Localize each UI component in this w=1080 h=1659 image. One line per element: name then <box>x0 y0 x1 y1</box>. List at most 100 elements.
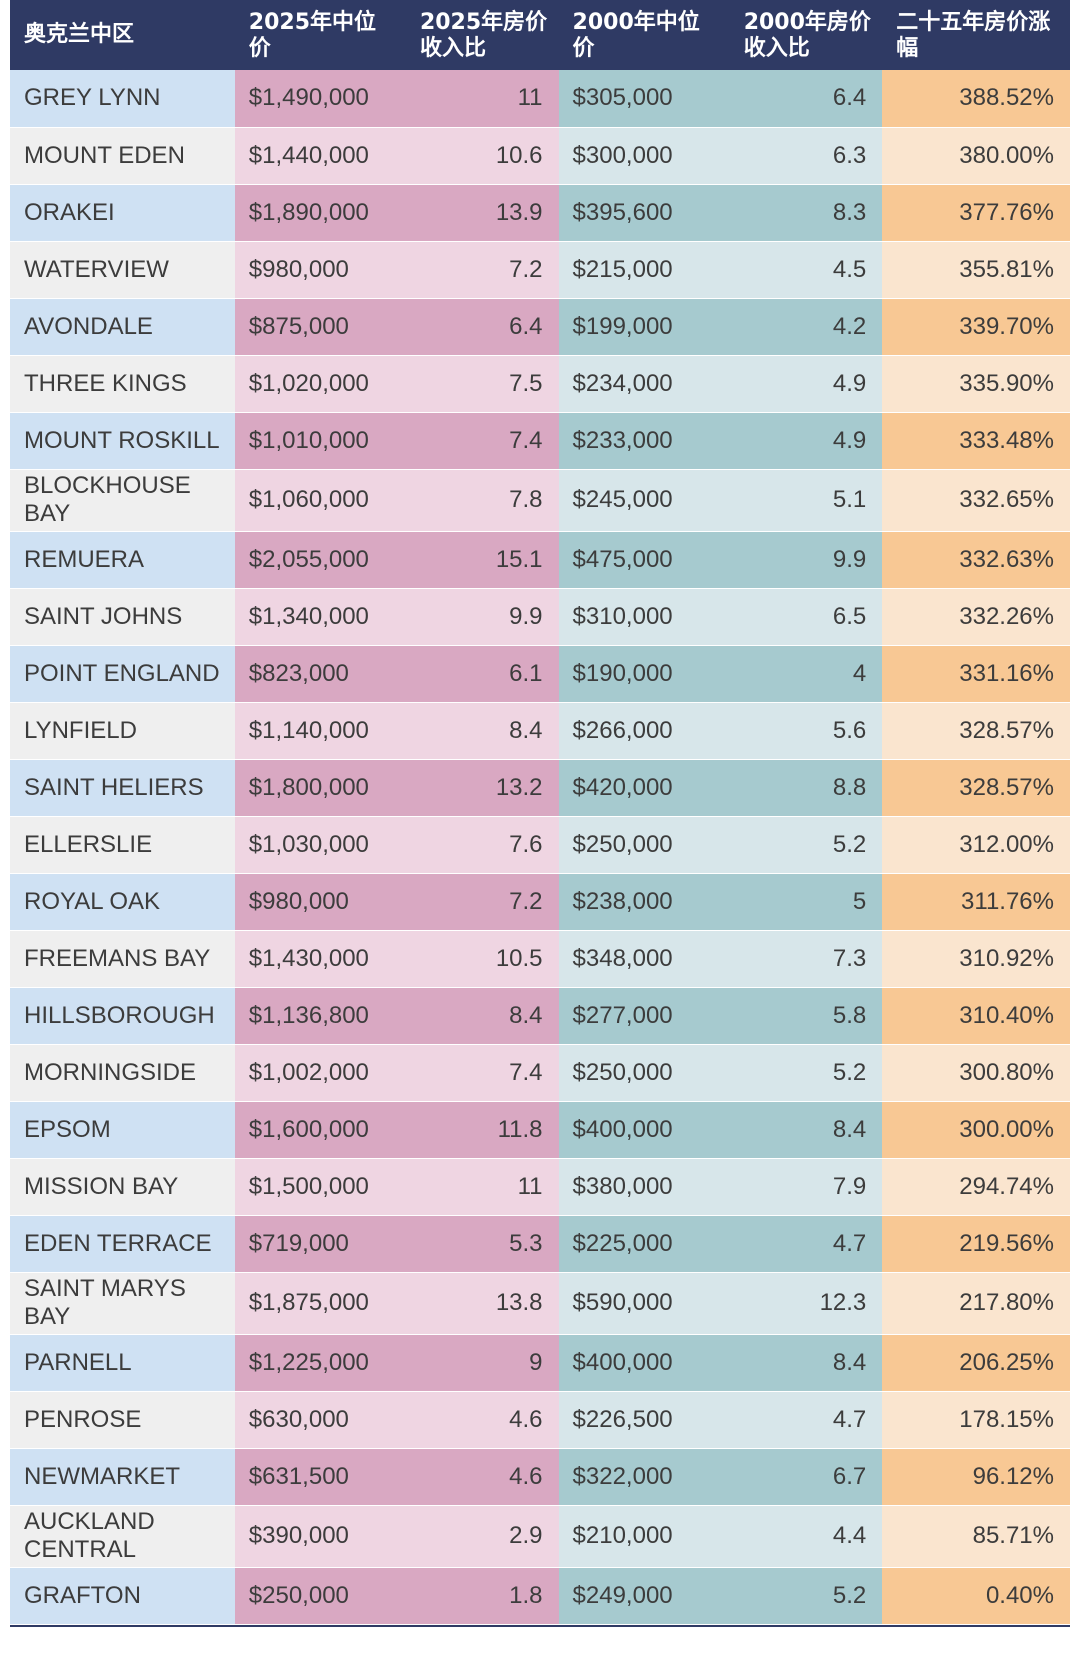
cell-median-2025: $1,800,000 <box>234 759 406 817</box>
cell-median-2000: $322,000 <box>558 1448 730 1506</box>
cell-ratio-2000: 8.3 <box>729 184 883 242</box>
cell-growth-25y: 206.25% <box>882 1334 1070 1392</box>
cell-ratio-2025: 9.9 <box>405 588 559 646</box>
cell-ratio-2025: 5.3 <box>405 1215 559 1273</box>
cell-ratio-2025: 10.6 <box>405 127 559 185</box>
cell-ratio-2025: 11 <box>405 1158 559 1216</box>
table-row: MISSION BAY $1,500,000 11 $380,000 7.9 294.74… <box>10 1158 1070 1216</box>
cell-ratio-2000: 5.8 <box>729 987 883 1045</box>
table-row: SAINT MARYS BAY $1,875,000 13.8 $590,000 12.… <box>10 1272 1070 1335</box>
cell-median-2025: $1,430,000 <box>234 930 406 988</box>
cell-ratio-2025: 4.6 <box>405 1448 559 1506</box>
cell-growth-25y: 377.76% <box>882 184 1070 242</box>
cell-area: GRAFTON <box>10 1567 235 1625</box>
table-body: GREY LYNN $1,490,000 11 $305,000 6.4 388.52% M… <box>10 70 1070 1625</box>
cell-growth-25y: 312.00% <box>882 816 1070 874</box>
cell-area: PENROSE <box>10 1391 235 1449</box>
table-row: POINT ENGLAND $823,000 6.1 $190,000 4 331.16% <box>10 645 1070 703</box>
cell-median-2000: $226,500 <box>558 1391 730 1449</box>
table-row: MOUNT EDEN $1,440,000 10.6 $300,000 6.3 380.0… <box>10 127 1070 185</box>
cell-growth-25y: 355.81% <box>882 241 1070 299</box>
cell-growth-25y: 300.80% <box>882 1044 1070 1102</box>
cell-growth-25y: 85.71% <box>882 1505 1070 1568</box>
cell-growth-25y: 388.52% <box>882 70 1070 128</box>
cell-median-2025: $630,000 <box>234 1391 406 1449</box>
table-row: GRAFTON $250,000 1.8 $249,000 5.2 0.40% <box>10 1567 1070 1625</box>
cell-ratio-2025: 7.4 <box>405 1044 559 1102</box>
table-row: EPSOM $1,600,000 11.8 $400,000 8.4 300.00% <box>10 1101 1070 1159</box>
cell-median-2025: $1,225,000 <box>234 1334 406 1392</box>
table-header: 奥克兰中区 2025年中位价 2025年房价收入比 2000年中位价 2000年… <box>10 0 1070 70</box>
cell-median-2025: $1,140,000 <box>234 702 406 760</box>
table-row: AUCKLAND CENTRAL $390,000 2.9 $210,000 4.4 85… <box>10 1505 1070 1568</box>
cell-median-2025: $1,010,000 <box>234 412 406 470</box>
table-row: SAINT HELIERS $1,800,000 13.2 $420,000 8.8 32… <box>10 759 1070 817</box>
cell-median-2025: $1,136,800 <box>234 987 406 1045</box>
cell-median-2025: $875,000 <box>234 298 406 356</box>
table-row: SAINT JOHNS $1,340,000 9.9 $310,000 6.5 332.2… <box>10 588 1070 646</box>
cell-growth-25y: 332.26% <box>882 588 1070 646</box>
cell-median-2025: $823,000 <box>234 645 406 703</box>
cell-ratio-2025: 7.8 <box>405 469 559 532</box>
table-row: BLOCKHOUSE BAY $1,060,000 7.8 $245,000 5.1 33… <box>10 469 1070 532</box>
header-row: 奥克兰中区 2025年中位价 2025年房价收入比 2000年中位价 2000年… <box>10 0 1070 70</box>
price-table: 奥克兰中区 2025年中位价 2025年房价收入比 2000年中位价 2000年… <box>10 0 1070 1625</box>
table-row: MORNINGSIDE $1,002,000 7.4 $250,000 5.2 300.8… <box>10 1044 1070 1102</box>
cell-area: MISSION BAY <box>10 1158 235 1216</box>
cell-median-2000: $395,600 <box>558 184 730 242</box>
cell-ratio-2000: 5.6 <box>729 702 883 760</box>
cell-growth-25y: 219.56% <box>882 1215 1070 1273</box>
cell-median-2025: $1,600,000 <box>234 1101 406 1159</box>
header-growth-25y: 二十五年房价涨幅 <box>882 0 1070 70</box>
cell-median-2025: $719,000 <box>234 1215 406 1273</box>
cell-ratio-2025: 13.9 <box>405 184 559 242</box>
cell-ratio-2025: 7.2 <box>405 873 559 931</box>
cell-median-2000: $590,000 <box>558 1272 730 1335</box>
cell-median-2000: $310,000 <box>558 588 730 646</box>
cell-ratio-2000: 9.9 <box>729 531 883 589</box>
cell-growth-25y: 311.76% <box>882 873 1070 931</box>
cell-area: EPSOM <box>10 1101 235 1159</box>
cell-area: SAINT MARYS BAY <box>10 1272 235 1335</box>
cell-area: AUCKLAND CENTRAL <box>10 1505 235 1568</box>
cell-median-2000: $233,000 <box>558 412 730 470</box>
cell-ratio-2000: 6.3 <box>729 127 883 185</box>
cell-area: PARNELL <box>10 1334 235 1392</box>
cell-median-2000: $380,000 <box>558 1158 730 1216</box>
cell-growth-25y: 217.80% <box>882 1272 1070 1335</box>
cell-median-2000: $475,000 <box>558 531 730 589</box>
cell-median-2025: $631,500 <box>234 1448 406 1506</box>
cell-median-2025: $1,500,000 <box>234 1158 406 1216</box>
cell-ratio-2025: 7.2 <box>405 241 559 299</box>
cell-growth-25y: 335.90% <box>882 355 1070 413</box>
cell-area: MORNINGSIDE <box>10 1044 235 1102</box>
cell-median-2000: $348,000 <box>558 930 730 988</box>
cell-median-2000: $225,000 <box>558 1215 730 1273</box>
cell-ratio-2000: 7.3 <box>729 930 883 988</box>
cell-area: ELLERSLIE <box>10 816 235 874</box>
cell-median-2000: $234,000 <box>558 355 730 413</box>
cell-area: EDEN TERRACE <box>10 1215 235 1273</box>
table-row: LYNFIELD $1,140,000 8.4 $266,000 5.6 328.57% <box>10 702 1070 760</box>
cell-growth-25y: 333.48% <box>882 412 1070 470</box>
table-row: THREE KINGS $1,020,000 7.5 $234,000 4.9 335.9… <box>10 355 1070 413</box>
table-row: WATERVIEW $980,000 7.2 $215,000 4.5 355.81% <box>10 241 1070 299</box>
cell-growth-25y: 96.12% <box>882 1448 1070 1506</box>
table-row: MOUNT ROSKILL $1,010,000 7.4 $233,000 4.9 333… <box>10 412 1070 470</box>
cell-growth-25y: 328.57% <box>882 702 1070 760</box>
cell-ratio-2000: 6.4 <box>729 70 883 128</box>
header-ratio-2025: 2025年房价收入比 <box>405 0 559 70</box>
table-row: ELLERSLIE $1,030,000 7.6 $250,000 5.2 312.00% <box>10 816 1070 874</box>
cell-median-2000: $250,000 <box>558 816 730 874</box>
table-row: REMUERA $2,055,000 15.1 $475,000 9.9 332.63% <box>10 531 1070 589</box>
cell-median-2025: $1,890,000 <box>234 184 406 242</box>
cell-ratio-2000: 8.4 <box>729 1101 883 1159</box>
cell-ratio-2025: 10.5 <box>405 930 559 988</box>
cell-ratio-2025: 4.6 <box>405 1391 559 1449</box>
cell-area: THREE KINGS <box>10 355 235 413</box>
cell-ratio-2000: 5.2 <box>729 1567 883 1625</box>
header-median-2000: 2000年中位价 <box>558 0 730 70</box>
cell-growth-25y: 332.63% <box>882 531 1070 589</box>
cell-growth-25y: 332.65% <box>882 469 1070 532</box>
cell-median-2025: $1,030,000 <box>234 816 406 874</box>
